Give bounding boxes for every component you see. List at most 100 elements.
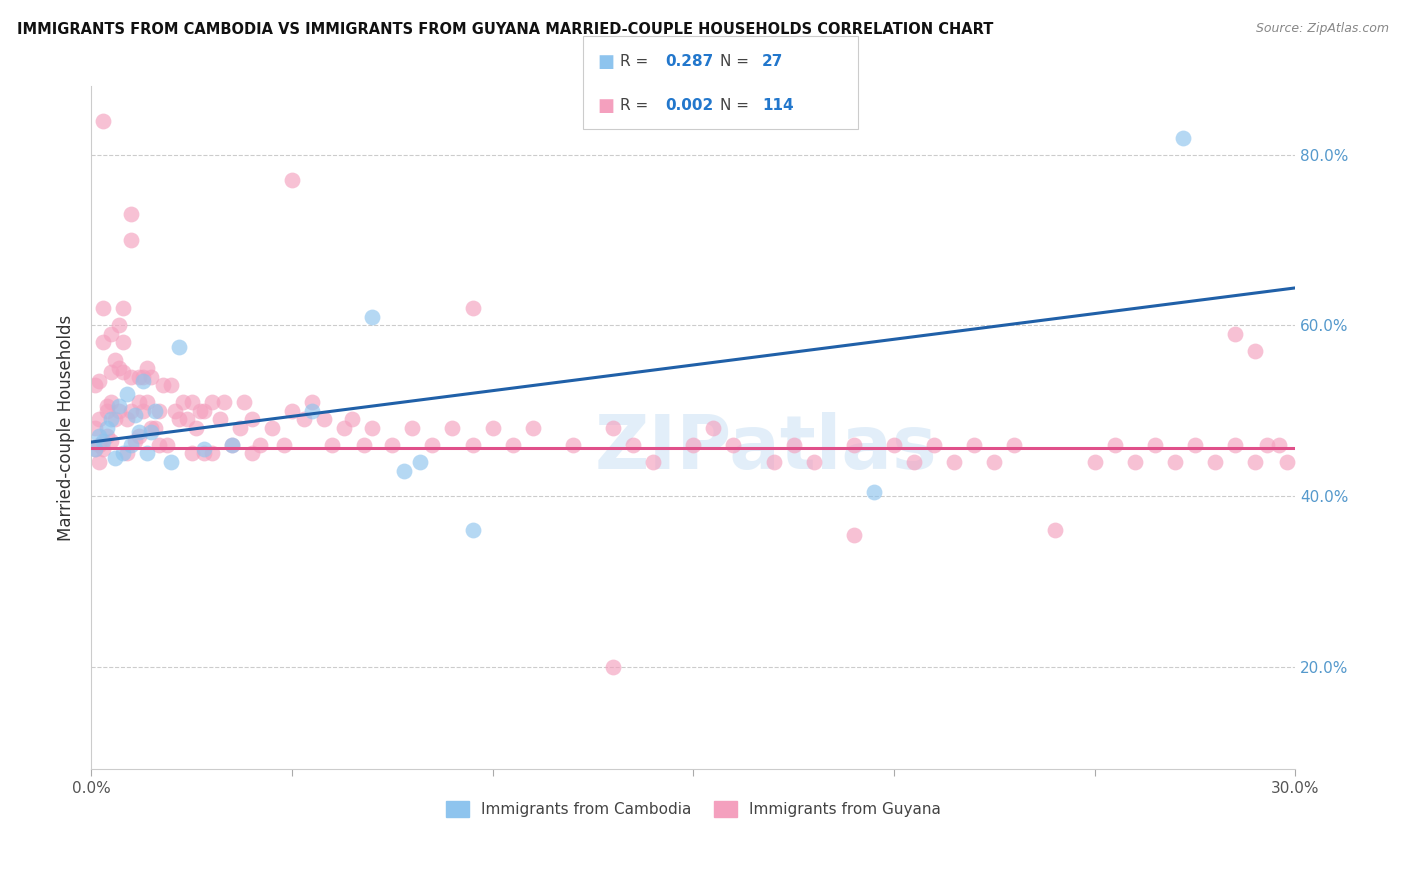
Point	[602, 660, 624, 674]
Legend: Immigrants from Cambodia, Immigrants from Guyana: Immigrants from Cambodia, Immigrants fro…	[440, 795, 948, 823]
Point	[232, 395, 254, 409]
Point	[394, 463, 416, 477]
Point	[96, 429, 118, 443]
Point	[561, 438, 583, 452]
Point	[863, 484, 886, 499]
Text: 0.002: 0.002	[665, 98, 713, 113]
Point	[100, 326, 122, 341]
Point	[228, 421, 250, 435]
Point	[340, 412, 363, 426]
Point	[281, 173, 304, 187]
Point	[91, 434, 114, 448]
Point	[200, 395, 222, 409]
Point	[96, 403, 118, 417]
Point	[91, 442, 114, 457]
Text: 0.287: 0.287	[665, 54, 713, 70]
Text: 27: 27	[762, 54, 783, 70]
Point	[983, 455, 1005, 469]
Point	[1244, 343, 1267, 358]
Point	[84, 421, 107, 435]
Point	[128, 425, 150, 439]
Point	[842, 438, 865, 452]
Point	[108, 361, 131, 376]
Point	[84, 378, 107, 392]
Point	[1244, 455, 1267, 469]
Point	[100, 365, 122, 379]
Point	[441, 421, 464, 435]
Point	[145, 403, 167, 417]
Y-axis label: Married-couple Households: Married-couple Households	[58, 315, 75, 541]
Point	[1225, 438, 1247, 452]
Point	[120, 369, 142, 384]
Point	[481, 421, 503, 435]
Point	[96, 400, 118, 414]
Point	[200, 446, 222, 460]
Point	[922, 438, 945, 452]
Point	[1084, 455, 1107, 469]
Point	[148, 403, 170, 417]
Point	[762, 455, 785, 469]
Point	[136, 395, 159, 409]
Point	[273, 438, 295, 452]
Point	[148, 438, 170, 452]
Point	[180, 446, 202, 460]
Point	[141, 369, 163, 384]
Point	[160, 455, 183, 469]
Point	[422, 438, 444, 452]
Text: IMMIGRANTS FROM CAMBODIA VS IMMIGRANTS FROM GUYANA MARRIED-COUPLE HOUSEHOLDS COR: IMMIGRANTS FROM CAMBODIA VS IMMIGRANTS F…	[17, 22, 993, 37]
Point	[124, 408, 146, 422]
Point	[240, 412, 263, 426]
Point	[333, 421, 356, 435]
Point	[156, 438, 179, 452]
Point	[104, 450, 127, 465]
Point	[141, 425, 163, 439]
Point	[1277, 455, 1299, 469]
Point	[112, 301, 135, 316]
Point	[152, 378, 174, 392]
Point	[100, 412, 122, 426]
Point	[782, 438, 804, 452]
Text: N =: N =	[720, 54, 754, 70]
Point	[117, 446, 139, 460]
Point	[221, 438, 243, 452]
Point	[89, 412, 111, 426]
Point	[84, 442, 107, 457]
Point	[112, 365, 135, 379]
Point	[193, 442, 215, 457]
Point	[602, 421, 624, 435]
Point	[117, 386, 139, 401]
Point	[381, 438, 404, 452]
Point	[702, 421, 724, 435]
Point	[221, 438, 243, 452]
Point	[1171, 130, 1194, 145]
Point	[461, 523, 484, 537]
Point	[145, 421, 167, 435]
Point	[249, 438, 271, 452]
Point	[502, 438, 524, 452]
Point	[169, 412, 191, 426]
Point	[522, 421, 544, 435]
Text: R =: R =	[620, 54, 654, 70]
Point	[132, 369, 155, 384]
Point	[104, 352, 127, 367]
Point	[723, 438, 745, 452]
Point	[621, 438, 644, 452]
Point	[409, 455, 432, 469]
Point	[188, 403, 211, 417]
Point	[89, 429, 111, 443]
Text: ZIPatlas: ZIPatlas	[595, 412, 936, 485]
Point	[112, 446, 135, 460]
Point	[461, 438, 484, 452]
Point	[803, 455, 825, 469]
Point	[461, 301, 484, 316]
Point	[883, 438, 905, 452]
Point	[124, 434, 146, 448]
Point	[96, 421, 118, 435]
Point	[1268, 438, 1291, 452]
Point	[180, 395, 202, 409]
Point	[91, 335, 114, 350]
Text: R =: R =	[620, 98, 654, 113]
Point	[128, 429, 150, 443]
Point	[141, 421, 163, 435]
Point	[89, 438, 111, 452]
